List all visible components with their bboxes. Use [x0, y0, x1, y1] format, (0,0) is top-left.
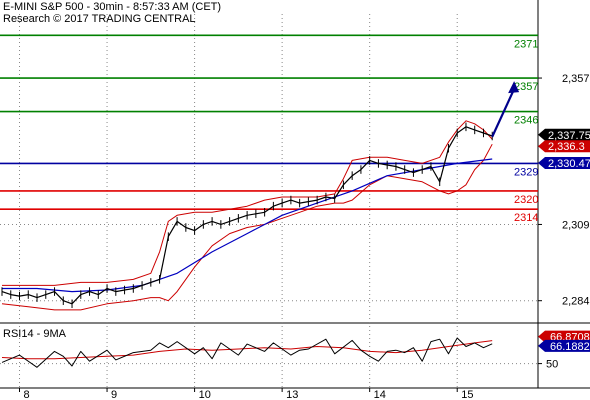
level-label-2320: 2320	[514, 194, 538, 206]
projection-arrow-head	[508, 81, 520, 94]
level-label-2314: 2314	[514, 212, 538, 224]
x-axis: 8 9 10 13 14 15	[0, 387, 590, 400]
price-tag-label-bollinger: 2,336.3	[548, 141, 585, 153]
level-label-2346: 2346	[514, 115, 538, 127]
price-tag-label-last_price: 2,337.75	[548, 130, 590, 142]
series-bollinger_upper	[2, 120, 493, 286]
x-tick-label: 8	[24, 389, 30, 400]
series-rsi_ma	[1, 340, 493, 360]
price-panel: 2,284 2,309 2,357 2371 2357 2346 2329 2320 2314 2…	[0, 0, 590, 388]
x-tick-label: 9	[111, 389, 117, 400]
x-tick-label: 14	[374, 389, 386, 400]
chart-title: E-MINI S&P 500 - 30min - 8:57:33 AM (CET…	[3, 1, 222, 13]
rsi-title: RSI14 - 9MA	[3, 328, 67, 340]
series-bollinger_lower	[1, 143, 493, 311]
level-label-2329: 2329	[514, 166, 538, 178]
copyright-text: Research © 2017 TRADING CENTRAL	[3, 13, 196, 25]
x-tick-label: 13	[286, 389, 298, 400]
rsi-y-tick-label: 50	[546, 359, 558, 371]
level-label-2371: 2371	[514, 38, 538, 50]
series-rsi	[1, 337, 493, 368]
rsi-tag-rsi	[538, 339, 590, 352]
price-tag-moving_average	[538, 156, 590, 169]
rsi-tag-rsi_ma	[538, 330, 590, 343]
y-tick-label: 2,309	[562, 219, 590, 231]
series-moving_average	[2, 158, 493, 293]
level-label-2357: 2357	[514, 81, 538, 93]
projection-arrow-shaft	[491, 88, 516, 138]
y-tick-label: 2,284	[562, 296, 590, 308]
rsi-tag-label-rsi: 66.1882	[550, 341, 590, 353]
y-tick-label: 2,357	[562, 73, 590, 85]
price-tag-last_price	[538, 128, 590, 141]
price-tag-bollinger	[538, 140, 590, 153]
x-tick-label: 15	[461, 389, 473, 400]
x-tick-label: 10	[199, 389, 211, 400]
price-tag-label-moving_average: 2,330.47	[548, 158, 590, 170]
